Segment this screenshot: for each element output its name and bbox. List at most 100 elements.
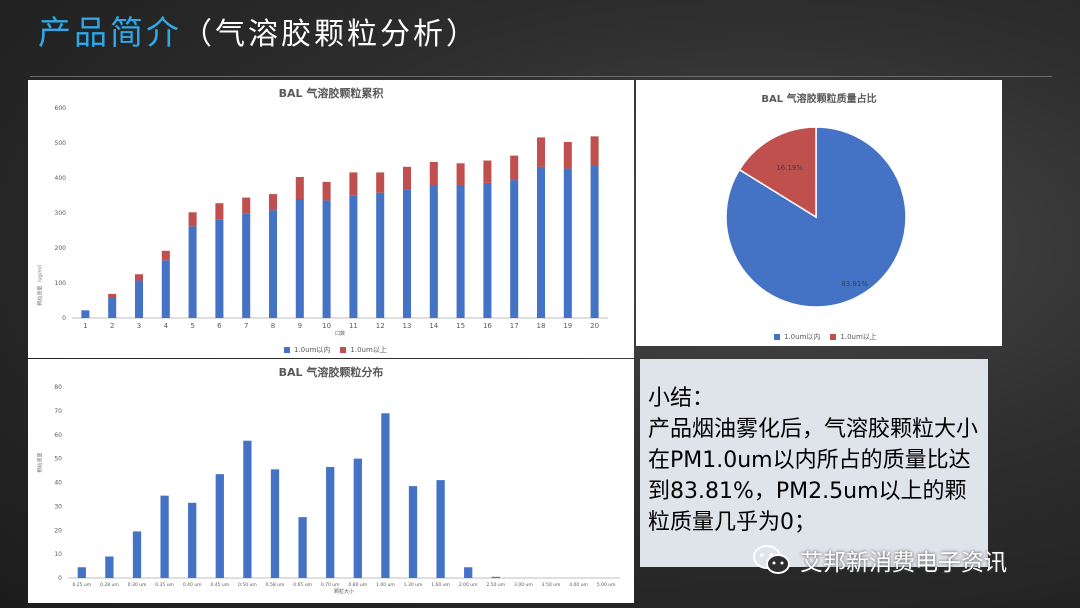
bar-s1-6 — [242, 197, 251, 214]
bar-s0-18 — [563, 168, 572, 318]
x-tick-label-5: 6 — [217, 322, 222, 330]
bar-s0-13 — [436, 480, 445, 578]
bar-s0-16 — [510, 180, 519, 318]
bar-s0-3 — [161, 260, 170, 318]
bar-s1-7 — [268, 194, 278, 211]
bar-s0-2 — [132, 531, 142, 578]
bar-s0-3 — [160, 495, 169, 578]
x-tick-label-4: 5 — [190, 322, 194, 330]
x-tick-label-1: 2 — [110, 322, 114, 330]
x-tick-label-5: 0.45 um — [210, 582, 229, 588]
x-tick-label-4: 0.40 um — [183, 582, 202, 588]
bar-s0-1 — [108, 297, 117, 318]
x-tick-label-10: 11 — [349, 322, 358, 330]
y-tick-label-7: 70 — [54, 408, 62, 415]
x-tick-label-7: 8 — [271, 322, 275, 330]
bar-s0-0 — [77, 567, 86, 578]
bar-s1-2 — [134, 274, 144, 281]
bar-s0-5 — [215, 474, 224, 578]
bar-s0-0 — [81, 310, 90, 318]
x-tick-label-12: 13 — [403, 322, 412, 330]
pie-label-0: 83.81% — [841, 280, 868, 288]
bar-s0-12 — [408, 486, 418, 578]
x-tick-label-15: 2.50 um — [486, 582, 505, 588]
x-tick-label-16: 17 — [510, 322, 519, 330]
bar-s0-17 — [536, 166, 546, 318]
cumulative-chart-legend: 1.0um以内 1.0um以上 — [284, 345, 387, 355]
distribution-chart-ylabel: 颗粒质量 — [37, 452, 44, 473]
bar-s0-14 — [464, 567, 473, 578]
wechat-icon — [752, 544, 792, 576]
watermark: 艾邦新消费电子资讯 — [752, 540, 1007, 580]
x-tick-label-7: 0.58 um — [266, 582, 285, 588]
bar-s0-14 — [456, 185, 465, 318]
bar-s1-11 — [376, 172, 385, 193]
bar-s0-19 — [590, 165, 599, 318]
mass-ratio-chart-title: BAL 气溶胶颗粒质量占比 — [761, 94, 877, 105]
bar-s1-5 — [215, 203, 224, 220]
x-tick-label-13: 14 — [429, 322, 438, 330]
cumulative-chart-ylabel: 颗粒质量（ug/ml） — [37, 261, 44, 306]
x-tick-label-12: 1.30 um — [404, 582, 423, 588]
bar-s0-10 — [353, 458, 362, 578]
x-tick-label-0: 1 — [83, 322, 87, 330]
pie-legend-swatch-outer — [830, 334, 837, 340]
x-tick-label-8: 9 — [298, 322, 302, 330]
x-tick-label-14: 2.00 um — [459, 582, 478, 588]
x-tick-label-6: 0.50 um — [238, 582, 257, 588]
bar-s0-11 — [376, 192, 385, 318]
pie-legend-label-inner: 1.0um以内 — [784, 333, 821, 341]
bar-s0-6 — [242, 213, 251, 318]
slide-title: 产品简介（气溶胶颗粒分析） — [38, 10, 479, 56]
bar-s1-3 — [161, 250, 170, 261]
cumulative-chart-title: BAL 气溶胶颗粒累积 — [278, 87, 384, 100]
y-tick-label-5: 500 — [55, 140, 67, 147]
x-tick-label-11: 1.00 um — [376, 582, 395, 588]
pie-legend-swatch-inner — [774, 334, 780, 340]
y-tick-label-1: 10 — [54, 551, 62, 558]
x-tick-label-14: 15 — [456, 322, 465, 330]
pie-legend: 1.0um以内 1.0um以上 — [774, 332, 877, 342]
y-tick-label-0: 0 — [58, 575, 62, 582]
x-tick-label-6: 7 — [244, 322, 248, 330]
bar-s1-17 — [536, 137, 546, 167]
y-tick-label-8: 80 — [54, 384, 62, 391]
bar-s1-4 — [188, 212, 197, 227]
y-tick-label-3: 300 — [55, 210, 67, 217]
y-tick-label-6: 600 — [55, 105, 67, 112]
x-tick-label-19: 5.00 um — [597, 582, 616, 588]
bar-s0-9 — [326, 466, 335, 578]
bar-s1-16 — [510, 155, 519, 181]
pie-legend-label-outer: 1.0um以上 — [840, 333, 877, 341]
pie-slice-1 — [738, 126, 817, 219]
x-axis-title: 口数 — [335, 330, 345, 337]
summary-box: 小结： 产品烟油雾化后，气溶胶颗粒大小在PM1.0um以内所占的质量比达到83.… — [640, 359, 988, 567]
x-axis-title: 颗粒大小 — [334, 588, 354, 595]
x-tick-label-18: 19 — [563, 322, 572, 330]
legend-label-outer: 1.0um以上 — [350, 346, 387, 354]
x-tick-label-9: 10 — [322, 322, 331, 330]
bar-s1-12 — [402, 166, 412, 190]
watermark-text: 艾邦新消费电子资讯 — [800, 550, 1007, 576]
distribution-chart: 0 10 20 30 40 50 60 70 80 0.25 um 0.28 um 0.30 um 0.… — [54, 384, 620, 595]
bar-s0-9 — [322, 200, 331, 318]
summary-text: 小结： 产品烟油雾化后，气溶胶颗粒大小在PM1.0um以内所占的质量比达到83.… — [648, 386, 979, 535]
x-tick-label-9: 0.70 um — [321, 582, 340, 588]
y-tick-label-6: 60 — [54, 432, 62, 439]
bar-s0-4 — [188, 502, 197, 578]
x-tick-label-11: 12 — [376, 322, 385, 330]
x-tick-label-3: 4 — [164, 322, 169, 330]
cumulative-chart-panel: BAL 气溶胶颗粒累积 0 100 200 300 400 500 600 1 2 3 4 5 6 7 8 9… — [28, 80, 634, 358]
y-tick-label-5: 50 — [54, 456, 62, 463]
bar-s0-10 — [349, 195, 358, 318]
bar-s1-19 — [590, 136, 599, 166]
bar-s1-10 — [349, 172, 358, 196]
bar-s0-15 — [491, 576, 500, 578]
legend-swatch-inner — [284, 347, 290, 353]
bar-s1-1 — [108, 293, 117, 297]
x-tick-label-18: 4.00 um — [569, 582, 588, 588]
bar-s1-15 — [483, 160, 492, 183]
bar-s0-8 — [295, 199, 304, 318]
slide-title-sub: （气溶胶颗粒分析） — [182, 17, 479, 52]
